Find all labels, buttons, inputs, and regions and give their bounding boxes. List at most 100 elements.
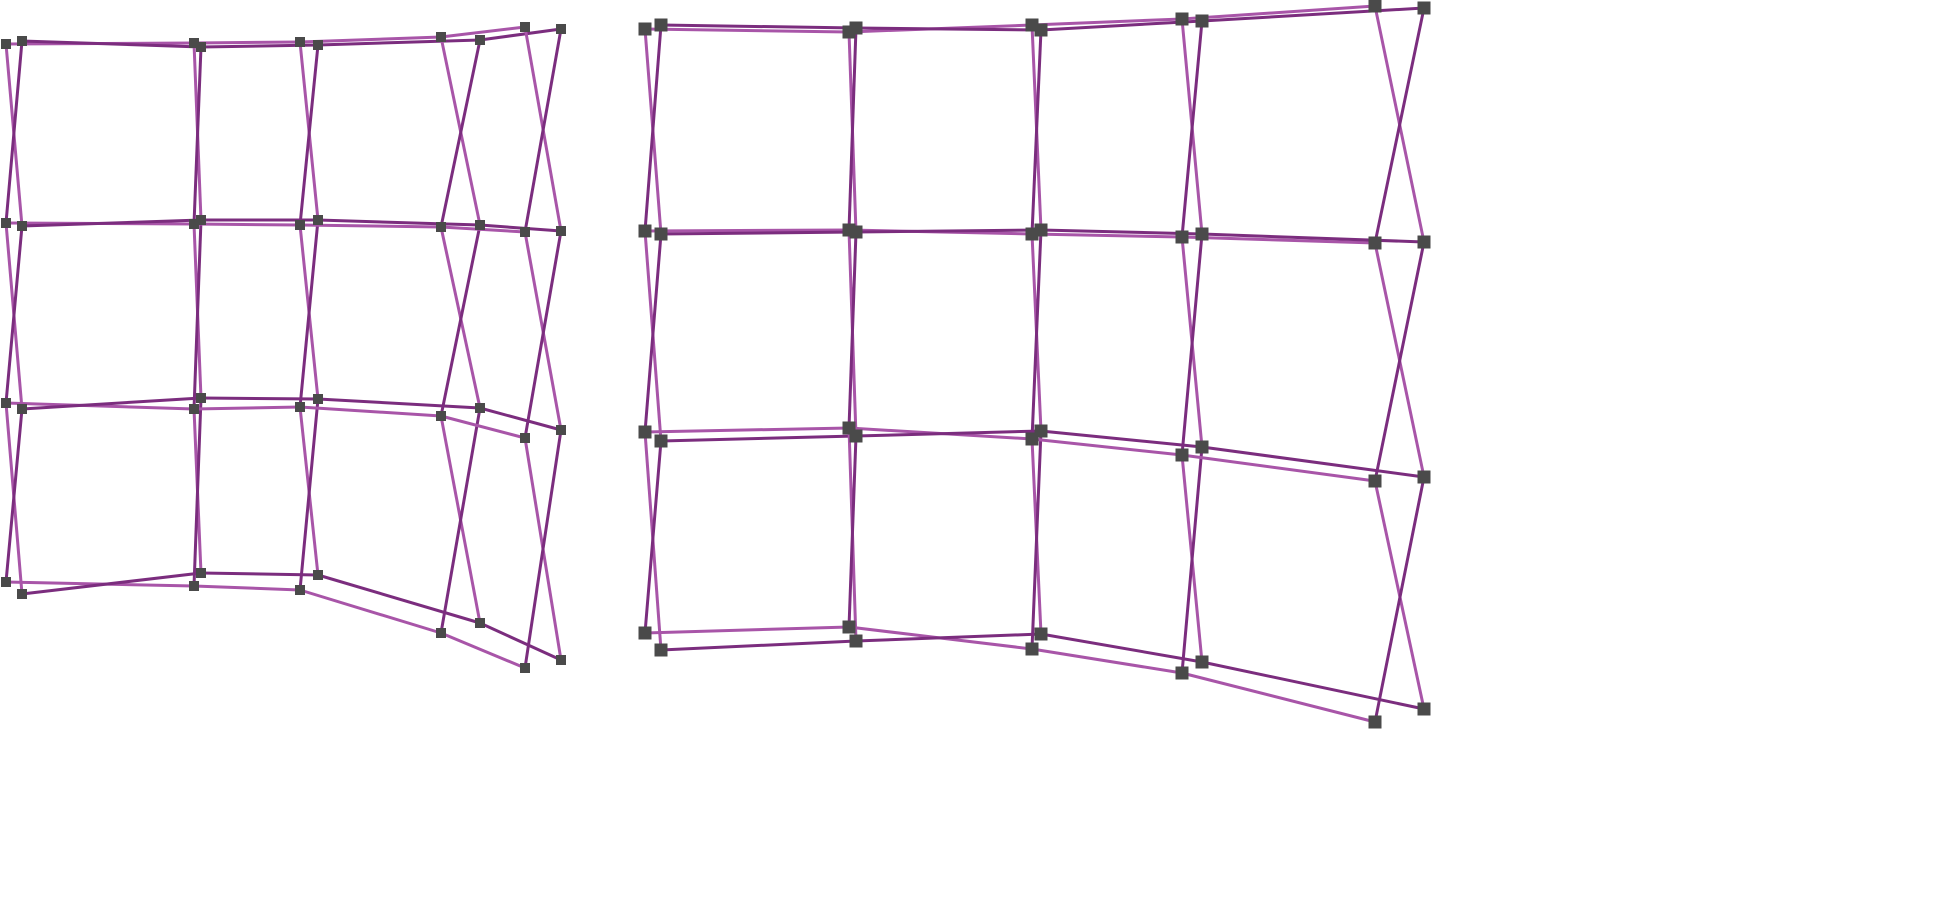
- hub-connector: [1417, 702, 1431, 716]
- hub-connector: [17, 36, 27, 46]
- hub-connector: [313, 394, 323, 404]
- horizontal-strut: [21, 396, 202, 411]
- horizontal-strut: [660, 639, 857, 652]
- hub-connector: [556, 226, 566, 236]
- vertical-strut: [847, 27, 858, 231]
- horizontal-strut: [855, 429, 1042, 438]
- horizontal-strut: [317, 38, 481, 47]
- hub-connector: [475, 220, 485, 230]
- hub-connector: [1175, 666, 1189, 680]
- hub-connector: [475, 403, 485, 413]
- hub-connector: [1195, 440, 1209, 454]
- vertical-strut: [4, 225, 24, 404]
- horizontal-strut: [1181, 671, 1376, 724]
- hub-connector: [520, 22, 530, 32]
- horizontal-strut: [5, 401, 195, 411]
- hub-connector: [654, 643, 668, 657]
- horizontal-strut: [299, 588, 442, 635]
- horizontal-strut: [660, 23, 857, 30]
- hub-connector: [436, 222, 446, 232]
- hub-connector: [638, 425, 652, 439]
- vertical-strut: [192, 397, 203, 587]
- horizontal-strut: [1031, 232, 1183, 239]
- horizontal-strut: [855, 632, 1042, 643]
- horizontal-strut: [644, 625, 850, 635]
- vertical-strut: [1030, 430, 1043, 650]
- hub-connector: [1, 577, 11, 587]
- horizontal-strut: [1040, 632, 1203, 664]
- horizontal-strut: [1201, 445, 1425, 479]
- horizontal-strut: [200, 571, 319, 577]
- horizontal-strut: [193, 40, 301, 45]
- hub-connector: [17, 404, 27, 414]
- hub-connector: [1195, 655, 1209, 669]
- hub-connector: [1, 398, 11, 408]
- hub-connector: [556, 425, 566, 435]
- vertical-strut: [439, 407, 482, 634]
- hub-connector: [1368, 715, 1382, 729]
- hub-connector: [436, 411, 446, 421]
- hub-connector: [189, 38, 199, 48]
- vertical-strut: [1373, 476, 1426, 723]
- right-frame: [638, 0, 1431, 729]
- vertical-strut: [1030, 29, 1043, 235]
- vertical-strut: [298, 219, 320, 408]
- hub-connector: [638, 22, 652, 36]
- hub-connector: [1034, 23, 1048, 37]
- hub-connector: [520, 433, 530, 443]
- hub-connector: [17, 221, 27, 231]
- hub-connector: [313, 215, 323, 225]
- hub-connector: [1034, 424, 1048, 438]
- horizontal-strut: [644, 426, 850, 434]
- horizontal-strut: [21, 39, 202, 49]
- hub-connector: [1, 39, 11, 49]
- hub-connector: [1417, 470, 1431, 484]
- hub-connector: [436, 628, 446, 638]
- horizontal-strut: [479, 621, 562, 662]
- horizontal-strut: [317, 397, 481, 410]
- hub-connector: [849, 225, 863, 239]
- hub-connector: [436, 32, 446, 42]
- horizontal-strut: [855, 228, 1042, 234]
- horizontal-strut: [1181, 4, 1376, 21]
- hub-connector: [556, 24, 566, 34]
- vertical-strut: [523, 429, 563, 669]
- vertical-strut: [1180, 233, 1204, 456]
- horizontal-strut: [1040, 19, 1203, 32]
- horizontal-strut: [193, 222, 301, 227]
- vertical-strut: [643, 24, 663, 232]
- horizontal-strut: [1040, 429, 1203, 449]
- horizontal-strut: [299, 405, 442, 418]
- vertical-strut: [192, 219, 203, 410]
- hub-connector: [1417, 235, 1431, 249]
- hub-connector: [654, 227, 668, 241]
- hub-connector: [1034, 223, 1048, 237]
- horizontal-strut: [1040, 228, 1203, 236]
- hub-connector: [1175, 448, 1189, 462]
- vertical-strut: [523, 28, 563, 233]
- horizontal-strut: [855, 26, 1042, 32]
- hub-connector: [654, 434, 668, 448]
- horizontal-strut: [21, 571, 202, 596]
- horizontal-strut: [660, 230, 857, 236]
- hub-connector: [196, 568, 206, 578]
- hub-connector: [189, 219, 199, 229]
- horizontal-strut: [1201, 660, 1425, 711]
- horizontal-strut: [317, 573, 481, 625]
- vertical-strut: [643, 233, 663, 433]
- hub-connector: [520, 663, 530, 673]
- vertical-strut: [847, 231, 858, 429]
- horizontal-strut: [21, 218, 202, 228]
- horizontal-strut: [193, 405, 301, 411]
- hub-connector: [295, 220, 305, 230]
- vertical-strut: [1373, 7, 1426, 244]
- hub-connector: [1417, 1, 1431, 15]
- horizontal-strut: [193, 584, 301, 592]
- hub-connector: [1, 218, 11, 228]
- vertical-strut: [4, 408, 24, 583]
- hub-connector: [1025, 642, 1039, 656]
- hub-connector: [842, 620, 856, 634]
- hub-connector: [520, 227, 530, 237]
- vertical-strut: [1030, 229, 1043, 440]
